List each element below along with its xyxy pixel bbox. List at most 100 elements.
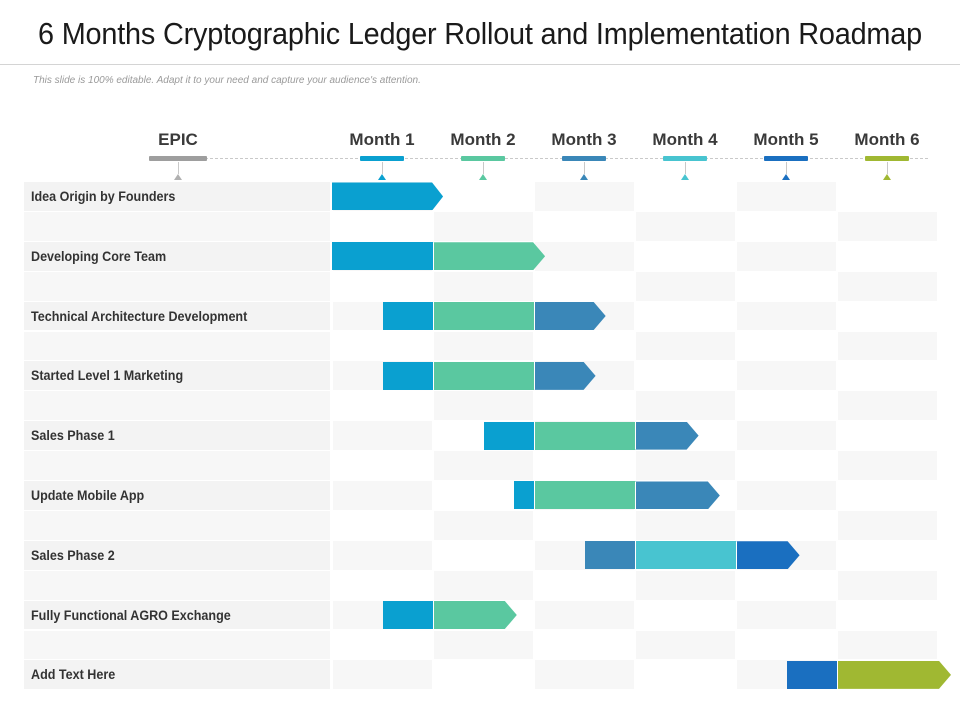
- month-header-5: Month 5: [753, 130, 819, 149]
- month-marker-3: [562, 156, 606, 161]
- month-stem-5: [786, 162, 787, 174]
- roadmap-bar-segment: [433, 302, 535, 331]
- grid-cell: [333, 391, 432, 421]
- row-spacer-cell: [24, 331, 330, 361]
- roadmap-bar-segment: [382, 601, 433, 630]
- grid-cell: [535, 570, 634, 600]
- grid-cell: [737, 241, 836, 271]
- grid-cell: [737, 391, 836, 421]
- row-spacer-cell: [24, 391, 330, 421]
- month-stem-6: [887, 162, 888, 174]
- grid-cell: [636, 271, 735, 301]
- grid-cell: [636, 600, 735, 630]
- row-label: Add Text Here: [31, 667, 116, 683]
- grid-cell: [737, 301, 836, 331]
- grid-cell: [535, 241, 634, 271]
- month-header-2: Month 2: [450, 130, 516, 149]
- grid-cell: [333, 481, 432, 510]
- grid-cell: [636, 211, 735, 241]
- grid-cell: [838, 301, 937, 331]
- row-label: Fully Functional AGRO Exchange: [31, 607, 231, 623]
- timeline-dashed-line: [150, 158, 928, 159]
- grid-cell: [737, 182, 836, 211]
- month-marker-6: [865, 156, 909, 161]
- month-marker-5: [764, 156, 808, 161]
- grid-cell: [737, 510, 836, 540]
- roadmap-bar-segment: [534, 481, 636, 510]
- subtitle: This slide is 100% editable. Adapt it to…: [33, 75, 421, 86]
- grid-cell: [434, 211, 533, 241]
- month-stem-2: [483, 162, 484, 174]
- grid-cell: [737, 630, 836, 660]
- month-pointer-6: [883, 174, 891, 180]
- grid-cell: [737, 481, 836, 510]
- row-spacer-cell: [24, 510, 330, 540]
- grid-cell: [636, 510, 735, 540]
- grid-cell: [838, 211, 937, 241]
- roadmap-arrow-bar: [433, 242, 546, 271]
- grid-cell: [737, 421, 836, 451]
- epic-stem: [178, 162, 179, 174]
- roadmap-bar-segment: [483, 421, 534, 450]
- grid-cell: [333, 570, 432, 600]
- grid-cell: [737, 211, 836, 241]
- grid-cell: [434, 271, 533, 301]
- grid-cell: [535, 451, 634, 480]
- grid-cell: [333, 510, 432, 540]
- roadmap-bar-segment: [635, 541, 737, 570]
- grid-cell: [838, 570, 937, 600]
- grid-cell: [636, 331, 735, 361]
- row-label-cell: [24, 481, 330, 510]
- row-label-cell: [24, 301, 330, 331]
- grid-cell: [434, 391, 533, 421]
- grid-cell: [838, 451, 937, 480]
- grid-cell: [737, 451, 836, 480]
- grid-cell: [434, 540, 533, 570]
- month-header-6: Month 6: [854, 130, 920, 149]
- grid-cell: [333, 451, 432, 480]
- roadmap-bar-segment: [513, 481, 534, 510]
- grid-cell: [535, 510, 634, 540]
- row-label-cell: [24, 540, 330, 570]
- grid-cell: [434, 331, 533, 361]
- row-label: Sales Phase 2: [31, 547, 115, 563]
- roadmap-arrow-bar: [332, 182, 444, 211]
- grid-cell: [535, 600, 634, 630]
- roadmap-bar-segment: [382, 361, 433, 390]
- month-header-1: Month 1: [349, 130, 415, 149]
- grid-cell: [636, 182, 735, 211]
- row-label: Started Level 1 Marketing: [31, 368, 184, 384]
- roadmap-bar-segment: [382, 302, 433, 331]
- grid-cell: [636, 570, 735, 600]
- grid-cell: [636, 630, 735, 660]
- grid-cell: [333, 540, 432, 570]
- row-label-cell: [24, 361, 330, 391]
- row-spacer-cell: [24, 211, 330, 241]
- row-label-cell: [24, 600, 330, 630]
- roadmap-arrow-bar: [534, 302, 606, 331]
- row-spacer-cell: [24, 451, 330, 480]
- grid-cell: [838, 271, 937, 301]
- grid-cell: [636, 301, 735, 331]
- grid-cell: [838, 510, 937, 540]
- grid-cell: [434, 510, 533, 540]
- roadmap-arrow-bar: [635, 481, 720, 510]
- grid-cell: [333, 271, 432, 301]
- row-label: Sales Phase 1: [31, 428, 115, 444]
- grid-cell: [333, 331, 432, 361]
- roadmap-bar-segment: [332, 242, 433, 271]
- grid-cell: [838, 600, 937, 630]
- epic-marker: [149, 156, 207, 161]
- row-label: Update Mobile App: [31, 488, 145, 503]
- row-spacer-cell: [24, 630, 330, 660]
- grid-cell: [535, 182, 634, 211]
- page-title: 6 Months Cryptographic Ledger Rollout an…: [38, 16, 922, 51]
- roadmap-arrow-bar: [433, 601, 517, 630]
- month-pointer-3: [580, 174, 588, 180]
- grid-cell: [838, 481, 937, 510]
- month-pointer-5: [782, 174, 790, 180]
- roadmap-bar-segment: [786, 660, 837, 689]
- grid-cell: [636, 451, 735, 480]
- grid-cell: [838, 421, 937, 451]
- roadmap-arrow-bar: [736, 541, 800, 570]
